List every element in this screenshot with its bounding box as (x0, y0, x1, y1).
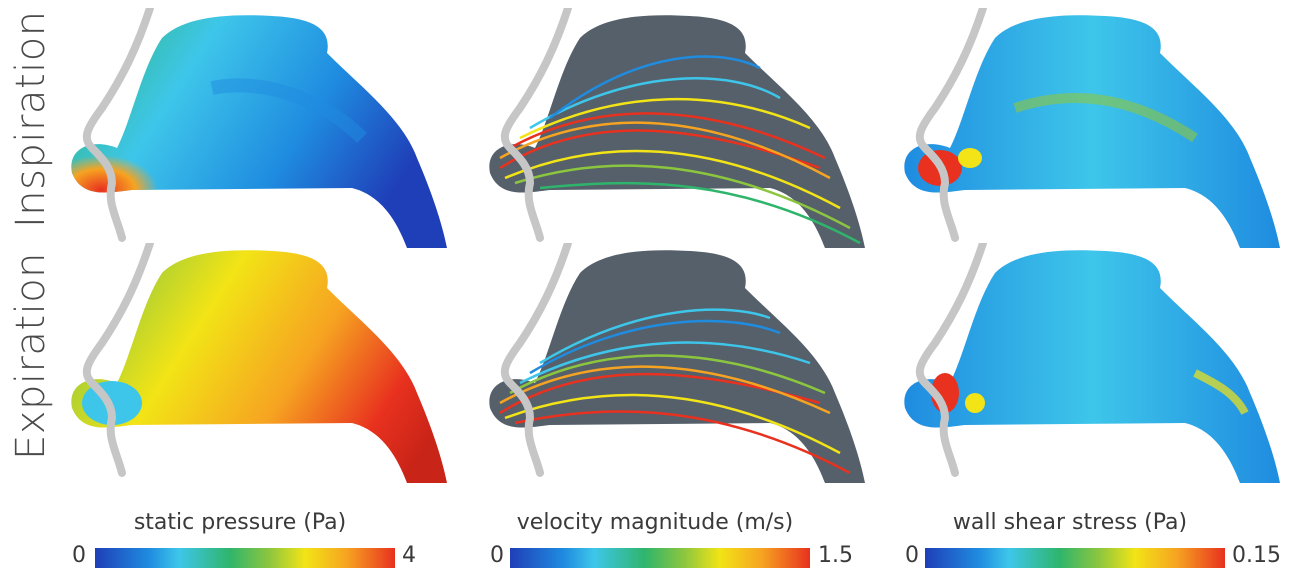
colorbar-title-static-pressure: static pressure (Pa) (133, 510, 347, 535)
panel-inspiration-velocity-magnitude (489, 8, 865, 248)
colorbar-min-wall-shear-stress: 0 (905, 543, 919, 568)
panel-expiration-velocity-magnitude (489, 243, 865, 483)
row-label-inspiration: Inspiration (8, 10, 54, 228)
panel-expiration-wall-shear-stress (904, 243, 1280, 483)
streamlines-expiration (499, 308, 851, 475)
colorbar-velocity-magnitude (510, 548, 810, 568)
row-label-expiration: Expiration (8, 251, 54, 460)
colorbar-max-velocity-magnitude: 1.5 (818, 543, 853, 568)
colorbar-max-wall-shear-stress: 0.15 (1232, 543, 1281, 568)
colorbar-wall-shear-stress (925, 548, 1225, 568)
panel-inspiration-static-pressure (71, 8, 448, 248)
panel-expiration-static-pressure (71, 243, 448, 483)
colorbar-static-pressure (95, 548, 395, 568)
colorbar-title-wall-shear-stress: wall shear stress (Pa) (952, 510, 1188, 535)
streamlines-inspiration (499, 55, 861, 245)
colorbar-title-velocity-magnitude: velocity magnitude (m/s) (516, 510, 794, 535)
colorbar-min-velocity-magnitude: 0 (490, 543, 504, 568)
panel-inspiration-wall-shear-stress (904, 8, 1280, 248)
colorbar-min-static-pressure: 0 (72, 543, 86, 568)
colorbar-max-static-pressure: 4 (402, 543, 416, 568)
